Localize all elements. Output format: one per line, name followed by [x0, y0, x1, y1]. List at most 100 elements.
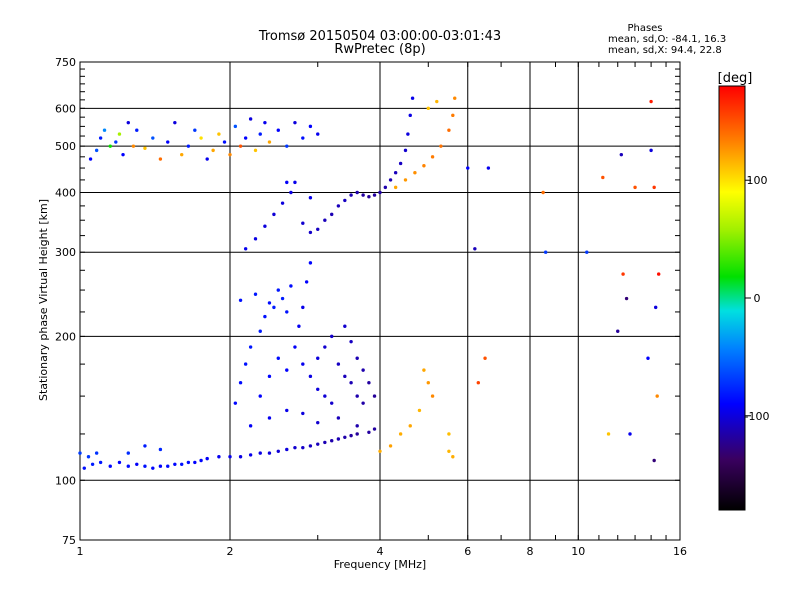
data-point [367, 430, 371, 435]
data-point [655, 394, 659, 398]
data-point [205, 157, 209, 161]
data-point [304, 280, 309, 284]
data-point [276, 356, 280, 360]
data-point [186, 460, 191, 465]
y-tick-label: 75 [62, 534, 76, 547]
data-point [238, 381, 243, 385]
data-point [217, 132, 221, 136]
data-point [193, 460, 197, 465]
data-point [361, 401, 365, 405]
data-point [131, 144, 136, 148]
data-point [272, 305, 276, 310]
data-point [388, 444, 393, 448]
colorbar-tick-label: -100 [745, 410, 770, 423]
x-tick-label: 1 [77, 545, 84, 558]
data-point [308, 444, 313, 448]
data-point [151, 136, 155, 140]
y-tick-label: 200 [55, 330, 76, 343]
data-point [285, 180, 289, 185]
data-point [180, 462, 184, 467]
data-point [158, 447, 163, 452]
data-point [343, 324, 347, 328]
data-point [308, 374, 313, 379]
data-point [233, 401, 238, 405]
data-point [606, 432, 611, 436]
colorbar-tick-label: 100 [747, 174, 768, 187]
data-point [211, 148, 215, 153]
data-point [285, 368, 289, 372]
data-point [297, 324, 301, 328]
data-point [646, 356, 650, 360]
data-point [316, 132, 320, 136]
data-point [585, 250, 589, 254]
data-point [301, 445, 305, 450]
y-axis-label: Stationary phase Virtual Height [km] [37, 199, 50, 401]
data-point [316, 420, 320, 425]
data-point [308, 261, 313, 265]
y-tick-label: 100 [55, 474, 76, 487]
data-point [367, 194, 371, 199]
data-point [248, 453, 253, 457]
colorbar-label: [deg] [718, 71, 753, 86]
data-point [276, 128, 280, 132]
data-point [330, 212, 334, 217]
data-point [383, 185, 388, 190]
y-tick-label: 500 [55, 140, 76, 153]
data-point [316, 387, 320, 392]
x-tick-label: 4 [377, 545, 384, 558]
data-point [199, 136, 203, 140]
data-point [621, 272, 625, 276]
data-point [330, 334, 334, 339]
data-point [258, 329, 262, 333]
data-point [258, 394, 262, 398]
x-axis-label: Frequency [MHz] [334, 558, 426, 571]
data-point [601, 175, 605, 180]
data-point [616, 329, 620, 333]
data-point [403, 148, 408, 153]
data-point [301, 221, 305, 225]
data-point [417, 408, 422, 413]
data-point [619, 152, 624, 157]
data-point [426, 381, 430, 385]
y-tick-label: 300 [55, 246, 76, 259]
data-point [285, 144, 289, 148]
data-point [280, 296, 285, 301]
data-point [243, 136, 248, 140]
data-point [108, 464, 112, 468]
x-tick-label: 16 [673, 545, 687, 558]
data-point [263, 224, 267, 228]
data-point [649, 99, 653, 104]
data-point [355, 432, 359, 436]
data-point [447, 432, 451, 436]
data-point [253, 148, 258, 153]
data-point [372, 193, 377, 197]
data-point [98, 460, 103, 465]
data-point [406, 132, 410, 136]
data-point [263, 120, 267, 125]
data-point [624, 296, 629, 301]
data-point [466, 166, 470, 170]
data-point [166, 464, 170, 468]
data-point [422, 368, 426, 372]
data-point [228, 152, 232, 157]
data-point [143, 146, 147, 150]
data-point [293, 345, 297, 349]
data-point [308, 230, 313, 235]
data-point [126, 451, 130, 455]
data-point [652, 185, 656, 190]
data-point [94, 148, 99, 153]
data-point [336, 437, 341, 441]
data-point [652, 458, 656, 463]
data-point [349, 433, 353, 438]
data-point [267, 416, 272, 420]
data-point [285, 408, 289, 413]
data-point [473, 247, 477, 251]
data-point [248, 345, 253, 349]
data-point [393, 185, 398, 190]
data-point [408, 424, 412, 428]
data-point [301, 362, 305, 366]
data-point [272, 212, 276, 217]
data-point [343, 374, 347, 379]
data-point [126, 464, 130, 468]
data-point [388, 178, 393, 182]
